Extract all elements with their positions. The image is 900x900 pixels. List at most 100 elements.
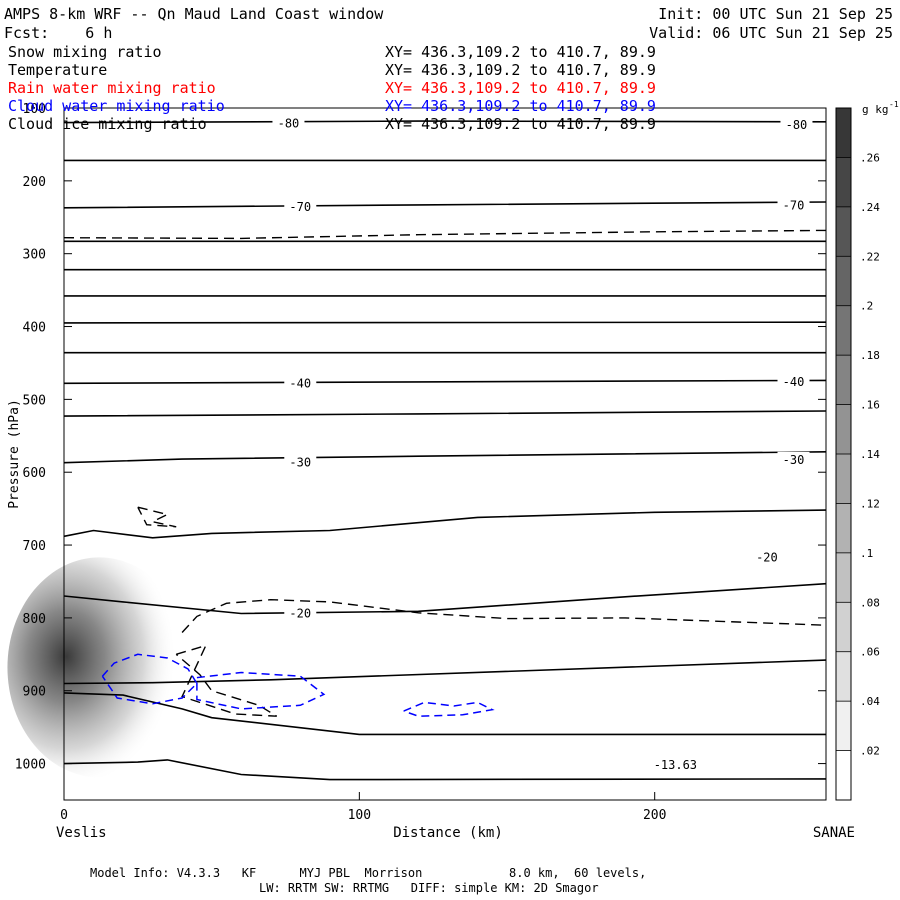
- colorbar-tick-label: .26: [860, 151, 880, 164]
- y-tick-label: 500: [23, 393, 46, 408]
- contour-label-bg: [272, 115, 305, 130]
- colorbar-swatch: [836, 701, 851, 751]
- contour-label-bg: [777, 373, 810, 388]
- y-axis-label: Pressure (hPa): [7, 399, 22, 509]
- colorbar-swatch: [836, 552, 851, 603]
- plot-frame: [63, 107, 827, 801]
- colorbar-swatch: [836, 750, 851, 800]
- colorbar-tick-label: .12: [860, 497, 880, 510]
- contour-label: -30: [783, 453, 805, 467]
- colorbar-tick-label: .04: [860, 695, 880, 708]
- contour-label-bg: [284, 375, 317, 390]
- colorbar-unit-exponent: -1: [889, 100, 899, 109]
- colorbar: .02 .04 .06 .08 .1 .12 .14 .16 .18 .2 .22 .24 .26 g k…: [835, 100, 899, 801]
- temperature-contour-2: [63, 201, 827, 209]
- cloud-water-contours: [101, 653, 495, 717]
- contour-label-bg: [777, 451, 810, 466]
- contour-label: -40: [783, 375, 805, 389]
- temperature-contour-10: [63, 451, 827, 464]
- colorbar-swatch: [836, 305, 851, 356]
- cloud-water-contour-2: [403, 701, 495, 717]
- contour-label: -80: [786, 118, 808, 132]
- contour-label-bg: [284, 605, 317, 620]
- cloud-ice-contour-3: [175, 644, 278, 717]
- colorbar-tick-label: .02: [860, 745, 880, 758]
- colorbar-swatch: [836, 108, 851, 158]
- y-tick-label: 1000: [15, 758, 46, 773]
- y-tick-label: 700: [23, 539, 46, 554]
- cloud-ice-contour-1: [137, 506, 177, 528]
- field-name: Cloud water mixing ratio: [8, 97, 225, 115]
- axes: 100 200 300 400 500 600 700 800 900 1000 0 100 200 Di…: [7, 102, 855, 841]
- footer-line-1: Model Info: V4.3.3 KF MYJ PBL Morrison 8…: [90, 866, 646, 880]
- x-tick-label: 200: [643, 808, 666, 823]
- temperature-contour-0: [63, 120, 827, 124]
- contour-label-bg: [750, 549, 783, 564]
- colorbar-tick-label: .1: [860, 547, 873, 560]
- temperature-contour-14: [63, 692, 826, 736]
- field-name: Snow mixing ratio: [8, 43, 162, 61]
- colorbar-swatch: [836, 651, 851, 702]
- contour-label: -40: [289, 376, 311, 390]
- field-coords: XY= 436.3,109.2 to 410.7, 89.9: [385, 43, 656, 61]
- field-coords: XY= 436.3,109.2 to 410.7, 89.9: [385, 61, 656, 79]
- colorbar-swatch: [836, 404, 851, 454]
- x-tick-label: 0: [60, 808, 68, 823]
- field-name: Cloud ice mixing ratio: [8, 115, 207, 133]
- field-name: Temperature: [8, 61, 107, 79]
- contour-label-bg: [284, 199, 317, 214]
- valid-time: Valid: 06 UTC Sun 21 Sep 25: [649, 24, 893, 42]
- colorbar-swatch: [836, 355, 851, 405]
- field-name: Rain water mixing ratio: [8, 79, 216, 97]
- init-time: Init: 00 UTC Sun 21 Sep 25: [658, 5, 893, 23]
- contour-label-bg: [284, 454, 317, 469]
- contour-label-bg: [659, 757, 692, 772]
- y-tick-label: 600: [23, 466, 46, 481]
- field-coords: XY= 436.3,109.2 to 410.7, 89.9: [385, 115, 656, 133]
- x-tick-label: 100: [348, 808, 371, 823]
- cloud-water-contour-0: [101, 653, 198, 705]
- cloud-ice-contour-2: [181, 598, 827, 633]
- contour-labels: -80 -80 -70 -70 -40 -40 -30 -30 -20 -20 -13.63: [272, 115, 813, 772]
- colorbar-tick-label: .06: [860, 646, 880, 659]
- y-tick-label: 100: [23, 102, 46, 117]
- colorbar-swatch: [836, 157, 851, 207]
- colorbar-swatch: [836, 503, 851, 553]
- colorbar-swatch: [836, 256, 851, 306]
- colorbar-tick-label: .08: [860, 596, 880, 609]
- temperature-contour-11: [63, 509, 827, 539]
- colorbar-swatch: [836, 602, 851, 652]
- field-legend: Snow mixing ratio XY= 436.3,109.2 to 410.…: [8, 43, 656, 133]
- forecast-hour: Fcst: 6 h: [4, 24, 112, 42]
- field-coords: XY= 436.3,109.2 to 410.7, 89.9: [385, 79, 656, 97]
- right-endpoint-label: SANAE: [813, 825, 855, 841]
- field-coords: XY= 436.3,109.2 to 410.7, 89.9: [385, 97, 656, 115]
- colorbar-swatch: [836, 206, 851, 257]
- footer-line-2: LW: RRTM SW: RRTMG DIFF: simple KM: 2D S…: [259, 881, 599, 895]
- colorbar-unit: g kg: [862, 103, 889, 116]
- temperature-contour-13: [63, 659, 827, 685]
- colorbar-swatch: [836, 454, 851, 504]
- temperature-contour-6: [63, 321, 827, 324]
- temperature-contour-9: [63, 410, 827, 417]
- cloud-ice-contour-0: [63, 229, 827, 240]
- colorbar-tick-label: .16: [860, 399, 880, 412]
- cloud-water-contour-1: [196, 671, 326, 710]
- y-tick-label: 400: [23, 321, 46, 336]
- temperature-contour-15: [63, 759, 827, 781]
- colorbar-tick-label: .2: [860, 300, 873, 313]
- contour-label: -20: [756, 550, 778, 564]
- contour-label: -70: [289, 200, 311, 214]
- plot-border: [63, 107, 827, 801]
- contour-label: -70: [783, 199, 805, 213]
- temperature-contour-12: [63, 582, 827, 615]
- temperature-contours: [63, 120, 827, 781]
- x-axis-label: Distance (km): [393, 825, 503, 841]
- contour-label-bg: [777, 197, 810, 212]
- cloud-ice-contours: [63, 229, 827, 717]
- colorbar-tick-label: .24: [860, 201, 880, 214]
- y-tick-label: 200: [23, 175, 46, 190]
- y-tick-label: 800: [23, 612, 46, 627]
- snow-mixing-ratio-shading: [7, 557, 192, 778]
